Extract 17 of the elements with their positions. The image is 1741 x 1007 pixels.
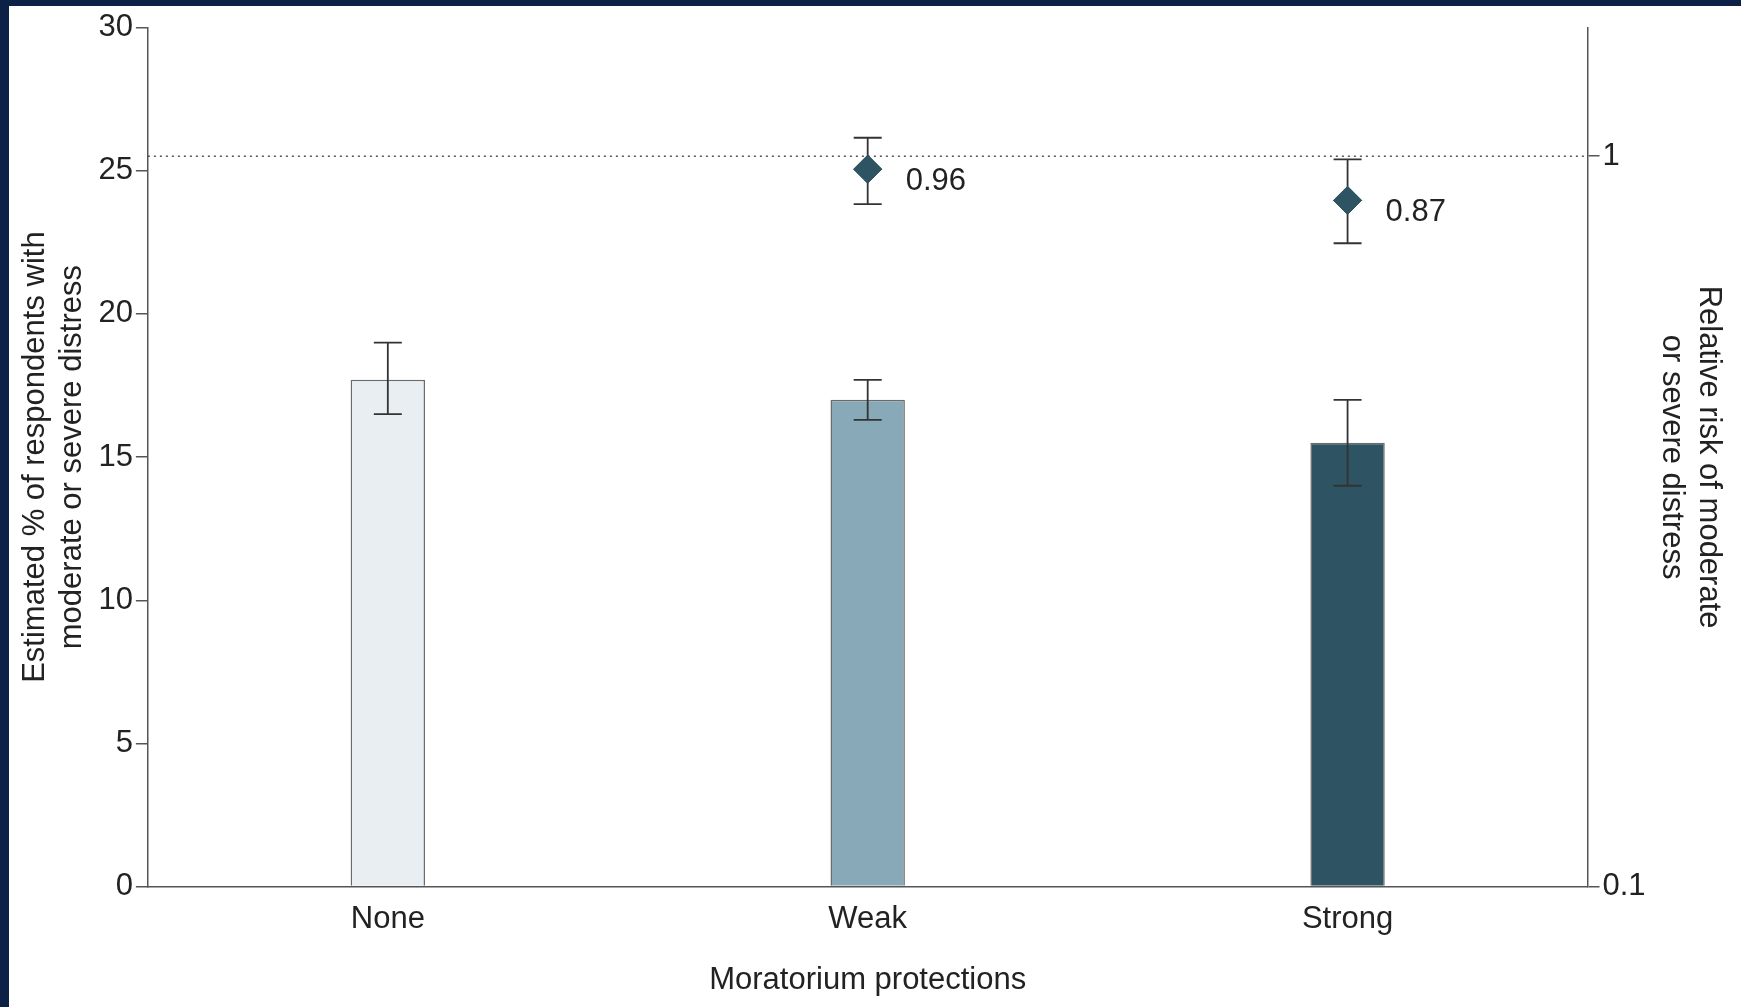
- y-axis-title: Estimated % of respondents with moderate or severe distress: [16, 231, 89, 683]
- y-tick-label: 15: [98, 437, 133, 473]
- y2-tick-label: 1: [1602, 136, 1620, 172]
- x-tick-label: Weak: [828, 899, 908, 935]
- x-tick-label: Strong: [1301, 899, 1394, 935]
- y2-axis-title: Relative risk of moderate or severe distress: [1655, 285, 1728, 629]
- y-tick-label: 20: [98, 294, 133, 330]
- y-tick-label: 5: [115, 723, 133, 759]
- y-tick-label: 10: [98, 580, 133, 616]
- data-label: 0.96: [905, 161, 967, 197]
- data-label: 0.87: [1385, 192, 1446, 228]
- y-tick-label: 30: [98, 8, 133, 44]
- x-axis-title: Moratorium protections: [709, 960, 1027, 996]
- y-tick-label: 0: [115, 867, 133, 903]
- x-tick-label: None: [350, 899, 425, 935]
- y-tick-label: 25: [98, 151, 133, 187]
- y2-tick-label: 0.1: [1602, 867, 1646, 903]
